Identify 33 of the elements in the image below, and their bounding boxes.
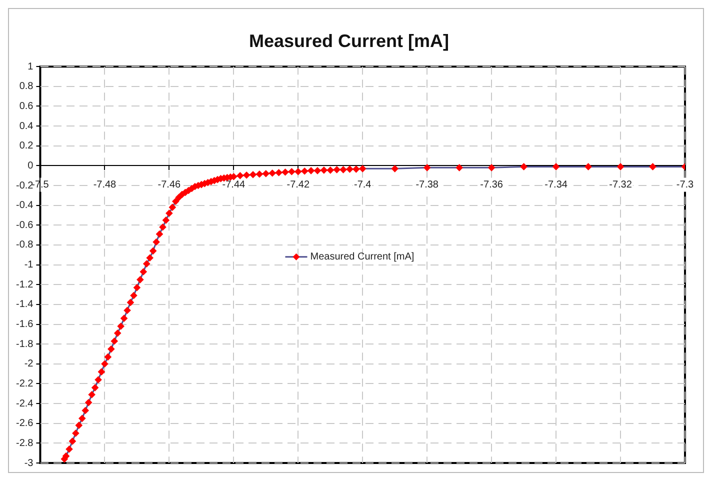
y-tick-label: -1: [24, 260, 34, 271]
x-tick-label: -7.48: [93, 179, 117, 190]
y-tick-label: -1.4: [16, 299, 34, 310]
x-tick-label: -7.38: [416, 179, 439, 190]
y-tick-label: -0.4: [16, 200, 34, 212]
legend-label: Measured Current [mA]: [310, 252, 414, 263]
y-tick-label: -2.4: [16, 398, 34, 410]
y-tick-label: 0.6: [19, 100, 34, 112]
y-tick-label: 1: [28, 61, 34, 72]
x-tick-label: -7.46: [158, 179, 182, 190]
y-tick-label: -0.2: [16, 180, 34, 192]
x-tick-label: -7.44: [222, 179, 246, 190]
y-tick-label: -0.8: [16, 240, 34, 251]
x-tick-label: -7.36: [480, 179, 504, 190]
x-tick-label: -7.3: [676, 179, 694, 190]
y-tick-label: -1.8: [16, 338, 34, 350]
x-tick-label: -7.4: [354, 179, 372, 190]
y-tick-label: -2.2: [16, 378, 34, 390]
y-tick-label: -1.6: [16, 319, 34, 330]
y-tick-label: -2.8: [16, 438, 34, 449]
y-tick-label: -2.6: [16, 418, 34, 430]
y-tick-label: -2: [24, 358, 34, 370]
y-tick-label: -3: [24, 458, 34, 469]
x-tick-label: -7.32: [609, 179, 632, 190]
y-tick-label: 0.8: [19, 81, 34, 92]
x-tick-label: -7.34: [544, 179, 568, 190]
y-tick-label: -1.2: [16, 279, 34, 290]
y-tick-label: 0.4: [19, 120, 34, 132]
chart-title: Measured Current [mA]: [248, 30, 450, 51]
y-tick-label: -0.6: [16, 220, 34, 231]
y-tick-label: 0: [28, 160, 34, 172]
y-tick-label: 0.2: [19, 140, 34, 152]
x-tick-label: -7.42: [286, 179, 310, 190]
